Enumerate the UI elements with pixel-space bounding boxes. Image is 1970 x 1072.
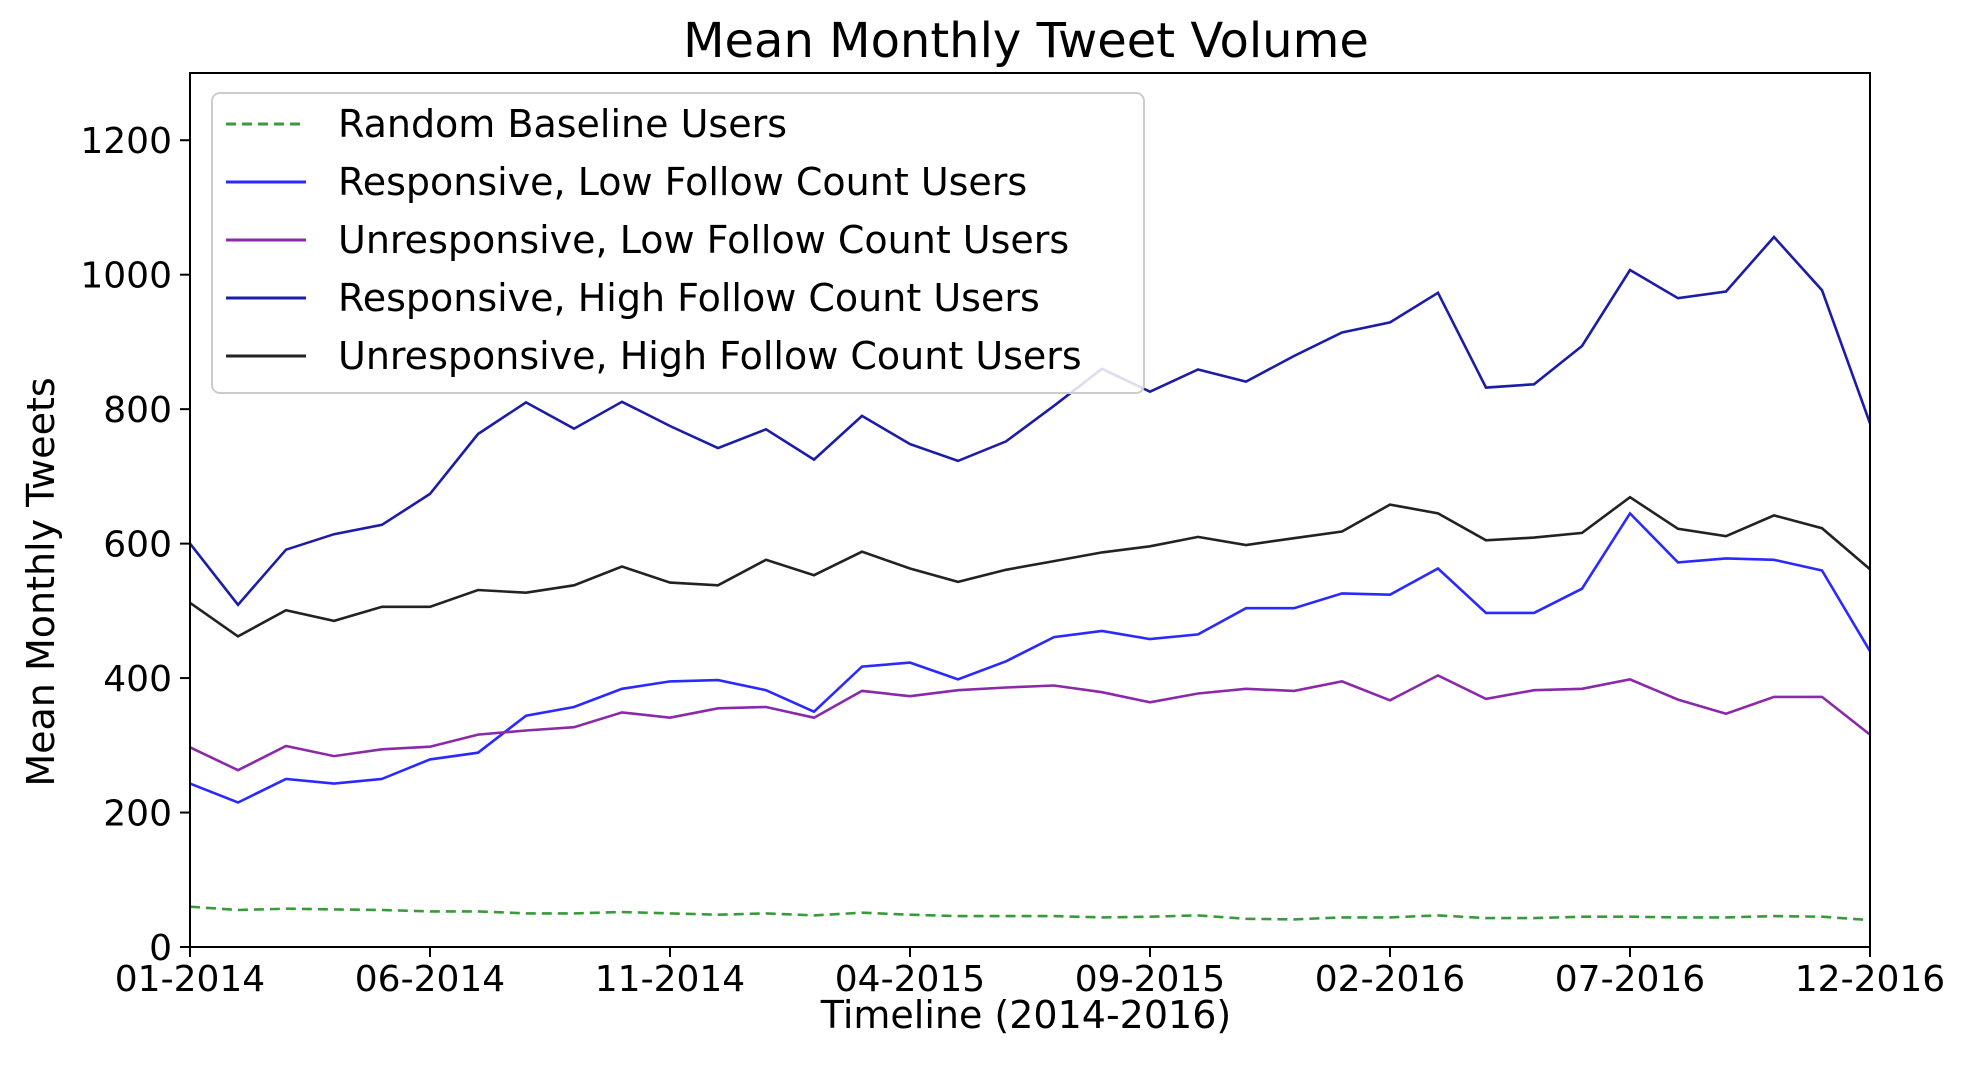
x-axis: 01-2014 06-2014 11-2014 04-2015 09-2015 02-20… (115, 947, 1945, 1000)
x-tick-label: 04-2015 (835, 959, 985, 1000)
x-tick-label: 06-2014 (355, 959, 505, 1000)
legend: Random Baseline Users Responsive, Low Fol… (211, 92, 1145, 394)
series-line-4 (189, 495, 1871, 638)
legend-label: Unresponsive, Low Follow Count Users (338, 218, 1069, 262)
y-tick-label: 800 (103, 390, 172, 431)
series-line-2 (189, 673, 1871, 772)
legend-label: Unresponsive, High Follow Count Users (338, 334, 1082, 378)
legend-label: Responsive, High Follow Count Users (338, 276, 1040, 320)
series-line-0 (189, 905, 1871, 922)
y-axis-title: Mean Monthly Tweets (19, 377, 63, 786)
series-line-1 (189, 511, 1872, 804)
x-tick-label: 02-2016 (1315, 959, 1465, 1000)
plot-frame (189, 72, 1871, 948)
legend-box (211, 92, 1145, 394)
y-tick-label: 600 (103, 525, 172, 566)
legend-label: Random Baseline Users (338, 102, 787, 146)
y-tick-label: 0 (149, 928, 172, 969)
y-tick-label: 1200 (80, 121, 172, 162)
legend-label: Responsive, Low Follow Count Users (338, 160, 1027, 204)
x-tick-label: 12-2016 (1795, 959, 1945, 1000)
series-line-3 (188, 235, 1872, 607)
y-axis: 0 200 400 600 800 1000 1200 (80, 121, 190, 969)
y-tick-label: 400 (103, 659, 172, 700)
y-tick-label: 200 (103, 794, 172, 835)
x-axis-title: Timeline (2014-2016) (820, 993, 1231, 1037)
x-tick-label: 09-2015 (1075, 959, 1225, 1000)
x-tick-label: 01-2014 (115, 959, 265, 1000)
x-tick-label: 11-2014 (595, 959, 745, 1000)
plot-area (188, 235, 1872, 922)
x-tick-label: 07-2016 (1555, 959, 1705, 1000)
chart-title: Mean Monthly Tweet Volume (683, 13, 1369, 69)
y-tick-label: 1000 (80, 256, 172, 297)
